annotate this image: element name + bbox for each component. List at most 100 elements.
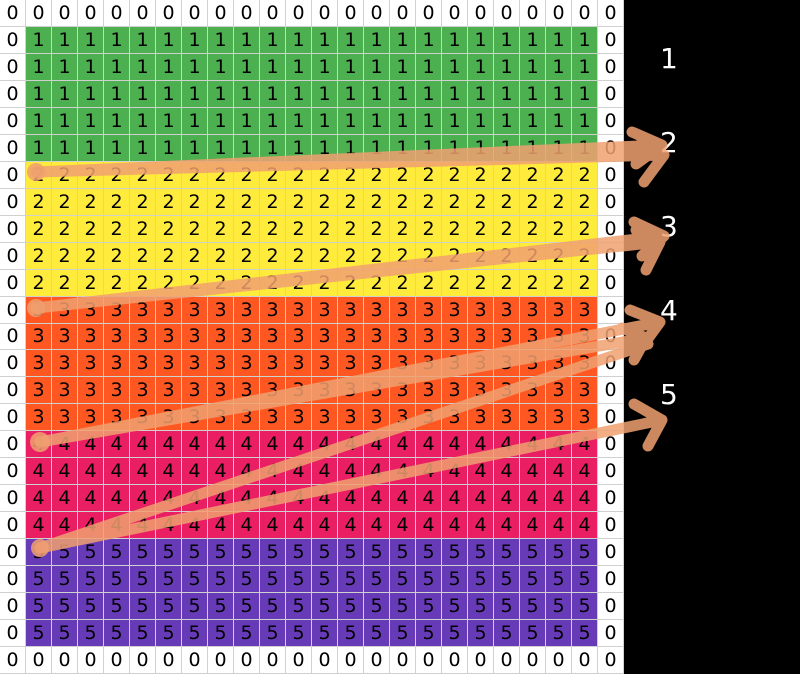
grid-cell: 4: [156, 512, 182, 540]
grid-cell: 3: [52, 296, 78, 324]
grid-cell: 4: [494, 458, 520, 486]
grid-cell: 0: [442, 0, 468, 27]
grid-cell: 1: [494, 53, 520, 81]
grid-cell: 3: [156, 350, 182, 378]
grid-cell: 5: [364, 620, 390, 648]
grid-cell: 3: [312, 350, 338, 378]
grid-cell: 5: [104, 593, 130, 621]
grid-cell: 1: [390, 80, 416, 108]
grid-cell: 4: [468, 485, 494, 513]
grid-cell: 1: [546, 80, 572, 108]
grid-cell: 3: [286, 377, 312, 405]
grid-cell: 3: [364, 323, 390, 351]
grid-cell: 0: [0, 350, 26, 378]
grid-cell: 0: [598, 404, 624, 432]
grid-cell: 3: [546, 323, 572, 351]
grid-cell: 0: [364, 0, 390, 27]
grid-cell: 3: [26, 296, 52, 324]
grid-cell: 4: [572, 512, 598, 540]
grid-cell: 0: [468, 0, 494, 27]
grid-cell: 0: [0, 269, 26, 297]
grid-cell: 3: [182, 404, 208, 432]
grid-cell: 2: [208, 161, 234, 189]
grid-cell: 2: [104, 188, 130, 216]
grid-cell: 4: [130, 458, 156, 486]
grid-cell: 3: [494, 350, 520, 378]
grid-cell: 0: [0, 620, 26, 648]
grid-cell: 5: [52, 566, 78, 594]
grid-cell: 2: [104, 161, 130, 189]
grid-cell: 4: [442, 431, 468, 459]
grid-cell: 3: [520, 323, 546, 351]
grid-cell: 4: [260, 485, 286, 513]
grid-cell: 5: [520, 539, 546, 567]
grid-cell: 1: [104, 134, 130, 162]
grid-cell: 2: [260, 242, 286, 270]
grid-cell: 0: [208, 0, 234, 27]
grid-cell: 2: [260, 188, 286, 216]
grid-cell: 0: [52, 0, 78, 27]
grid-cell: 3: [52, 377, 78, 405]
grid-cell: 5: [546, 566, 572, 594]
grid-cell: 1: [442, 107, 468, 135]
grid-cell: 0: [520, 647, 546, 674]
grid-cell: 4: [442, 485, 468, 513]
grid-cell: 1: [390, 53, 416, 81]
grid-cell: 4: [546, 458, 572, 486]
grid-cell: 0: [598, 377, 624, 405]
grid-cell: 4: [208, 512, 234, 540]
grid-cell: 5: [442, 593, 468, 621]
grid-cell: 1: [468, 80, 494, 108]
grid-cell: 5: [286, 620, 312, 648]
grid-cell: 1: [260, 53, 286, 81]
grid-cell: 3: [442, 404, 468, 432]
grid-cell: 5: [208, 593, 234, 621]
grid-cell: 1: [572, 107, 598, 135]
grid-cell: 4: [364, 431, 390, 459]
grid-cell: 5: [390, 566, 416, 594]
grid-cell: 1: [260, 134, 286, 162]
grid-cell: 5: [572, 539, 598, 567]
grid-cell: 4: [364, 458, 390, 486]
grid-cell: 2: [494, 188, 520, 216]
grid-cell: 1: [520, 134, 546, 162]
grid-cell: 4: [572, 485, 598, 513]
grid-cell: 0: [0, 296, 26, 324]
grid-cell: 0: [598, 350, 624, 378]
grid-cell: 3: [208, 323, 234, 351]
grid-cell: 1: [156, 107, 182, 135]
grid-cell: 2: [104, 242, 130, 270]
grid-cell: 0: [598, 512, 624, 540]
grid-cell: 5: [78, 593, 104, 621]
grid-cell: 1: [312, 53, 338, 81]
grid-cell: 0: [390, 0, 416, 27]
grid-cell: 0: [598, 539, 624, 567]
grid-cell: 1: [546, 53, 572, 81]
grid-cell: 0: [598, 593, 624, 621]
grid-cell: 4: [26, 512, 52, 540]
grid-cell: 1: [234, 53, 260, 81]
grid-cell: 3: [234, 404, 260, 432]
grid-cell: 1: [234, 107, 260, 135]
grid-cell: 3: [442, 296, 468, 324]
grid-cell: 5: [338, 539, 364, 567]
grid-cell: 5: [572, 620, 598, 648]
grid-cell: 4: [390, 485, 416, 513]
grid-cell: 1: [520, 80, 546, 108]
grid-cell: 3: [494, 377, 520, 405]
grid-cell: 2: [390, 215, 416, 243]
grid-cell: 1: [468, 134, 494, 162]
grid-cell: 4: [234, 458, 260, 486]
grid-cell: 4: [416, 485, 442, 513]
grid-cell: 3: [234, 350, 260, 378]
grid-cell: 4: [312, 512, 338, 540]
grid-cell: 5: [468, 620, 494, 648]
grid-cell: 3: [338, 350, 364, 378]
grid-cell: 2: [26, 242, 52, 270]
grid-cell: 1: [208, 107, 234, 135]
grid-cell: 0: [416, 647, 442, 674]
grid-cell: 1: [364, 80, 390, 108]
grid-cell: 2: [416, 161, 442, 189]
grid-cell: 2: [156, 269, 182, 297]
grid-cell: 3: [572, 323, 598, 351]
